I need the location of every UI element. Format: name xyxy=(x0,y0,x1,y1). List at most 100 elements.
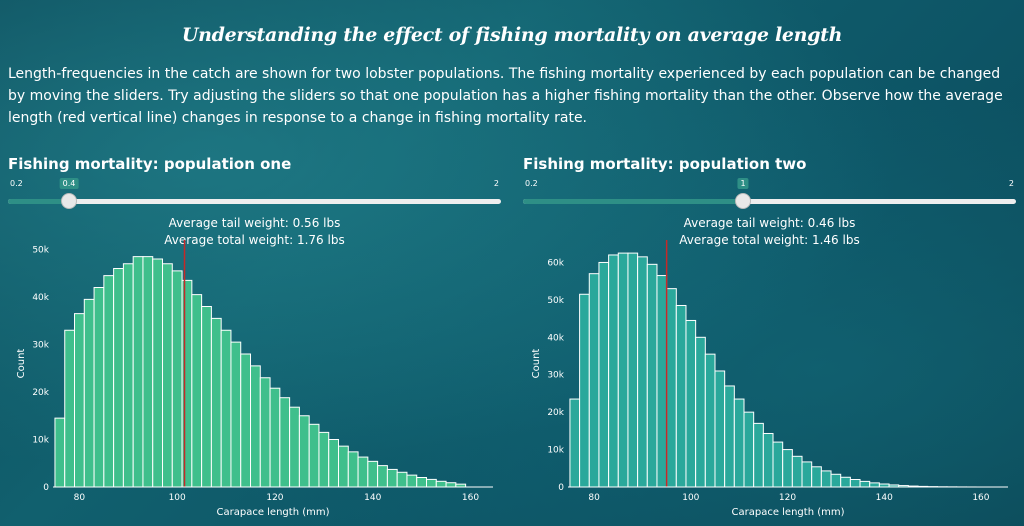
histogram-bar xyxy=(279,397,291,488)
histogram-bar xyxy=(74,313,85,488)
histogram-bar xyxy=(695,336,706,488)
histogram-bar xyxy=(318,431,330,488)
histogram-bar xyxy=(113,268,124,488)
y-tick-label: 0 xyxy=(558,483,564,493)
histogram-bar xyxy=(377,465,388,488)
histogram-bar xyxy=(646,263,658,488)
histogram-bar xyxy=(162,263,173,488)
histogram-bar xyxy=(426,478,437,488)
x-tick-label: 120 xyxy=(779,493,796,503)
page-description: Length-frequencies in the catch are show… xyxy=(8,66,1003,126)
histogram-bar xyxy=(122,263,134,488)
histogram-bar xyxy=(656,275,668,488)
slider-fill xyxy=(523,199,743,204)
histogram-bar xyxy=(753,422,764,488)
histogram-bar xyxy=(598,261,610,488)
population-two-heading: Fishing mortality: population two xyxy=(523,155,807,173)
histogram-bar xyxy=(240,353,252,488)
histogram-bar xyxy=(637,256,648,488)
page-title: Understanding the effect of fishing mort… xyxy=(181,24,843,46)
histogram-bar xyxy=(445,482,457,488)
slider-max-label: 2 xyxy=(493,179,499,188)
histogram-bar xyxy=(869,482,880,488)
histogram-bar xyxy=(569,398,581,488)
histogram-bar xyxy=(93,287,105,488)
y-axis-title: Count xyxy=(531,349,542,379)
histogram-bar xyxy=(714,370,726,488)
slider-track[interactable] xyxy=(8,199,501,204)
y-tick-label: 0 xyxy=(43,483,49,493)
y-tick-label: 40k xyxy=(32,293,49,303)
x-tick-label: 140 xyxy=(876,493,893,503)
histogram-bar xyxy=(181,279,193,488)
slider-min-label: 0.2 xyxy=(10,179,23,188)
slider-max-label: 2 xyxy=(1008,179,1014,188)
histogram-bar xyxy=(54,417,66,488)
y-tick-label: 60k xyxy=(547,258,564,268)
histogram-bar xyxy=(704,353,716,488)
x-tick-label: 160 xyxy=(462,493,479,503)
population-one-slider[interactable]: 0.2 2 0.4 xyxy=(8,178,501,209)
histogram-bar xyxy=(772,441,784,488)
histogram-bar xyxy=(685,319,697,488)
slider-track[interactable] xyxy=(523,199,1016,204)
histogram-bar xyxy=(347,451,359,488)
histogram-bar xyxy=(608,254,619,488)
histogram-bar xyxy=(830,473,842,488)
histogram-bar xyxy=(791,455,803,488)
y-tick-label: 30k xyxy=(32,341,49,351)
histogram-bar xyxy=(259,377,271,488)
histogram-bar xyxy=(220,329,232,488)
y-axis-title: Count xyxy=(16,349,27,379)
histogram-bar xyxy=(617,252,629,488)
histogram-bar xyxy=(289,406,300,488)
histogram-bar xyxy=(357,456,369,488)
y-tick-label: 30k xyxy=(547,371,564,381)
histogram-bar xyxy=(588,273,600,488)
histogram-bar xyxy=(64,329,76,488)
x-tick-label: 100 xyxy=(169,493,186,503)
histogram-bar xyxy=(367,460,379,488)
histogram-bar xyxy=(386,468,398,488)
histogram-bar xyxy=(666,288,677,488)
histogram-bar xyxy=(579,293,590,488)
histogram-bar xyxy=(840,476,851,488)
histogram-bar xyxy=(171,270,183,488)
y-tick-label: 50k xyxy=(32,246,49,256)
histogram-bar xyxy=(338,445,349,488)
histogram-bar xyxy=(250,365,261,488)
slider-value-label: 0.4 xyxy=(59,178,79,189)
slider-handle[interactable] xyxy=(61,193,77,209)
x-tick-label: 120 xyxy=(266,493,283,503)
histogram-bar xyxy=(724,385,735,488)
histogram-bar xyxy=(103,275,115,488)
histogram-bar xyxy=(416,477,428,488)
histogram-bar xyxy=(142,256,154,488)
y-tick-label: 40k xyxy=(547,333,564,343)
histogram-bar xyxy=(859,480,871,488)
slider-min-label: 0.2 xyxy=(525,179,538,188)
y-tick-label: 10k xyxy=(32,436,49,446)
y-tick-label: 10k xyxy=(547,446,564,456)
histogram-bar xyxy=(627,252,639,488)
population-two-averages: Average tail weight: 0.46 lbs Average to… xyxy=(523,215,1016,249)
histogram-bar xyxy=(83,298,95,488)
histogram-bar xyxy=(675,304,687,488)
avg-total-weight: Average total weight: 1.46 lbs xyxy=(679,233,860,247)
histogram-bar xyxy=(762,432,774,488)
slider-value-label: 1 xyxy=(737,178,749,189)
x-axis-title: Carapace length (mm) xyxy=(732,507,845,518)
population-one-averages: Average tail weight: 0.56 lbs Average to… xyxy=(8,215,501,249)
histogram-bar xyxy=(849,479,861,488)
population-two-slider[interactable]: 0.2 2 1 xyxy=(523,178,1016,209)
histogram-bar xyxy=(435,480,447,488)
avg-tail-weight: Average tail weight: 0.46 lbs xyxy=(683,216,856,230)
histogram-bar xyxy=(210,317,222,488)
x-tick-label: 80 xyxy=(74,493,86,503)
slider-handle[interactable] xyxy=(735,193,751,209)
histogram-bar xyxy=(152,258,164,488)
x-tick-label: 80 xyxy=(588,493,600,503)
x-tick-label: 160 xyxy=(972,493,989,503)
y-tick-label: 20k xyxy=(547,408,564,418)
histogram-bar xyxy=(801,461,813,488)
